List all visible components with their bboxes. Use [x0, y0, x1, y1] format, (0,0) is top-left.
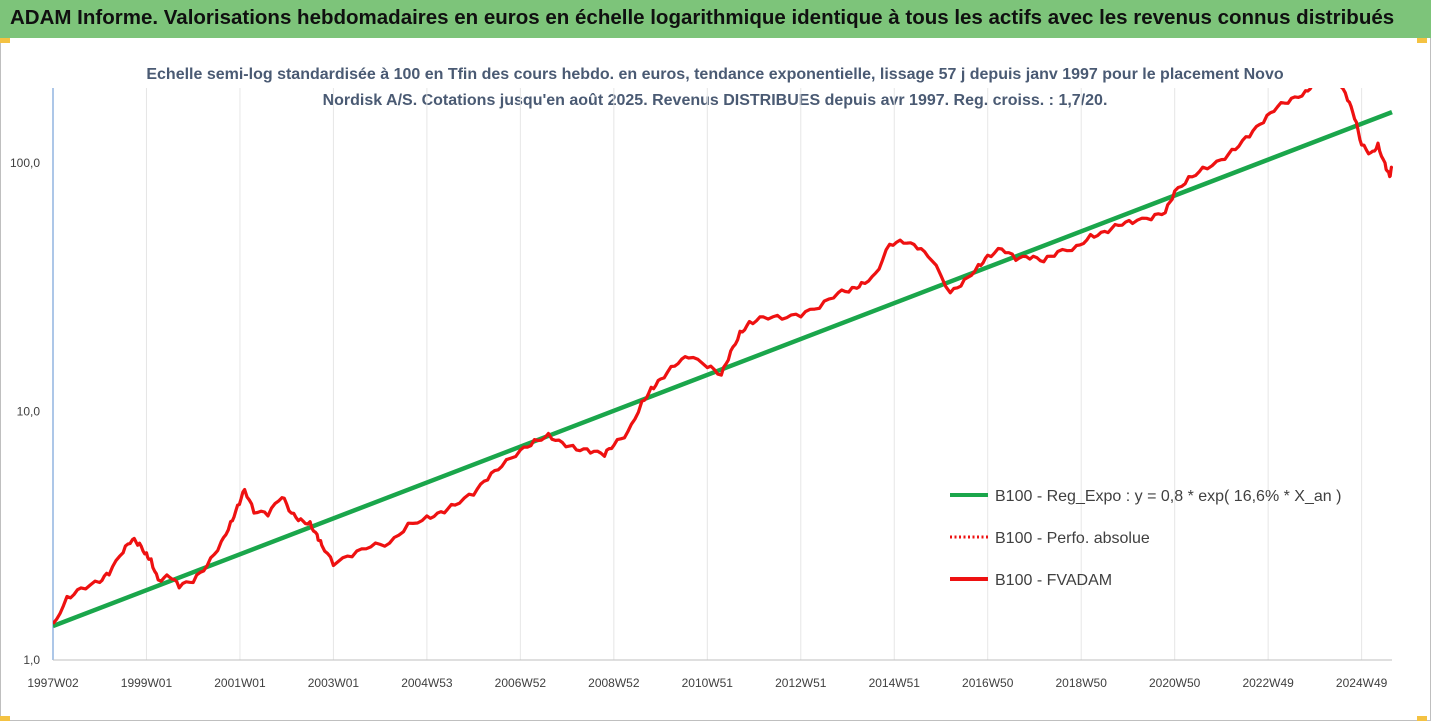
corner-marker	[0, 38, 10, 43]
legend-label: B100 - Reg_Expo : y = 0,8 * exp( 16,6% *…	[995, 488, 1341, 505]
y-tick-label: 10,0	[17, 404, 41, 418]
report-title: ADAM Informe. Valorisations hebdomadaire…	[10, 6, 1395, 29]
price-line	[53, 88, 1393, 625]
corner-marker	[0, 716, 10, 721]
x-tick-label: 2016W50	[962, 676, 1014, 690]
x-tick-label: 1999W01	[121, 676, 173, 690]
x-tick-label: 2008W52	[588, 676, 640, 690]
y-tick-label: 100,0	[10, 156, 40, 170]
x-tick-label: 2022W49	[1242, 676, 1294, 690]
x-tick-label: 2001W01	[214, 676, 266, 690]
x-tick-label: 2003W01	[308, 676, 360, 690]
chart-subtitle: Echelle semi-log standardisée à 100 en T…	[146, 66, 1284, 109]
title-banner: ADAM Informe. Valorisations hebdomadaire…	[0, 0, 1431, 38]
x-tick-label: 2024W49	[1336, 676, 1388, 690]
y-tick-label: 1,0	[23, 653, 40, 667]
x-tick-label: 1997W02	[27, 676, 79, 690]
legend: B100 - Reg_Expo : y = 0,8 * exp( 16,6% *…	[950, 488, 1341, 589]
x-tick-label: 2012W51	[775, 676, 827, 690]
x-tick-label: 2018W50	[1056, 676, 1108, 690]
legend-label: B100 - FVADAM	[995, 572, 1112, 589]
series-group	[53, 88, 1393, 629]
x-tick-label: 2004W53	[401, 676, 453, 690]
x-tick-label: 2014W51	[869, 676, 921, 690]
legend-label: B100 - Perfo. absolue	[995, 530, 1150, 547]
x-tick-label: 2020W50	[1149, 676, 1201, 690]
x-tick-label: 2006W52	[495, 676, 547, 690]
corner-marker	[1417, 38, 1427, 43]
corner-marker	[1417, 716, 1427, 721]
axes: 1997W02 1999W01 2001W01 2003W01 2004W53 2006W…	[10, 88, 1392, 690]
x-tick-label: 2010W51	[682, 676, 734, 690]
